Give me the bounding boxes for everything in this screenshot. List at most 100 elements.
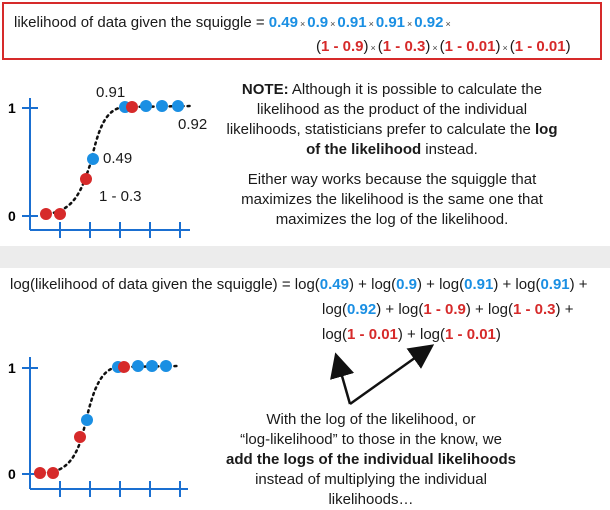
data-point-blue bbox=[156, 100, 168, 112]
blue-term: 0.9 bbox=[396, 276, 417, 293]
top-squiggle-plot: 1 0 bbox=[8, 98, 194, 238]
plus: + bbox=[381, 301, 399, 318]
log-close: ) bbox=[465, 301, 471, 318]
point-label-091: 0.91 bbox=[96, 84, 126, 101]
red-term: 1 - 0.01 bbox=[514, 38, 566, 55]
times-symbol: × bbox=[370, 43, 376, 53]
note-lead: NOTE: bbox=[241, 81, 289, 98]
bottom-note-bold-line: add the logs of the individual likelihoo… bbox=[225, 451, 517, 468]
data-point-red bbox=[80, 173, 92, 185]
arrow-up-left bbox=[330, 352, 355, 405]
times-symbol: × bbox=[299, 19, 306, 29]
data-point-red bbox=[34, 467, 46, 479]
times-symbol: × bbox=[368, 19, 374, 29]
plus: + bbox=[402, 326, 420, 343]
plus: + bbox=[354, 276, 372, 293]
blue-term: 0.91 bbox=[337, 14, 367, 31]
log-close: ) bbox=[416, 276, 422, 293]
data-point-blue bbox=[160, 360, 172, 372]
log-open: log( bbox=[398, 301, 424, 318]
note-text-a: Although it is possible to calculate the… bbox=[226, 81, 543, 138]
data-point-red bbox=[74, 431, 86, 443]
log-close: ) bbox=[493, 276, 499, 293]
data-point-blue bbox=[87, 153, 99, 165]
log-formula-line-1: log(likelihood of data given the squiggl… bbox=[10, 276, 588, 293]
bottom-note-line: With the log of the likelihood, or bbox=[266, 411, 476, 428]
blue-term: 0.91 bbox=[540, 276, 570, 293]
squiggle-curve bbox=[40, 104, 194, 216]
bottom-note-line: instead of multiplying the individual bbox=[255, 471, 487, 488]
log-open: log( bbox=[487, 301, 513, 318]
bottom-note-line: likelihoods… bbox=[328, 491, 414, 508]
note-text: NOTE: Although it is possible to calcula… bbox=[222, 80, 562, 240]
data-point-red bbox=[126, 101, 138, 113]
point-label-092: 0.92 bbox=[178, 116, 208, 133]
log-formula-prefix: log(likelihood of data given the squiggl… bbox=[10, 276, 295, 293]
bottom-note-line: “log-likelihood” to those in the know, w… bbox=[240, 431, 502, 448]
log-open: log( bbox=[322, 301, 348, 318]
bottom-squiggle-plot: 1 0 bbox=[8, 357, 188, 497]
data-point-red bbox=[47, 467, 59, 479]
log-open: log( bbox=[439, 276, 465, 293]
red-term: 1 - 0.9 bbox=[423, 301, 466, 318]
blue-term: 0.49 bbox=[268, 14, 298, 31]
plus: + bbox=[498, 276, 516, 293]
plus: + bbox=[421, 276, 440, 293]
y-tick-label-0: 0 bbox=[8, 466, 16, 482]
log-open: log( bbox=[322, 326, 348, 343]
times-symbol: × bbox=[407, 19, 413, 29]
times-symbol: × bbox=[445, 19, 451, 29]
point-label-1-minus-03: 1 - 0.3 bbox=[99, 188, 142, 205]
times-symbol: × bbox=[432, 43, 438, 53]
log-open: log( bbox=[420, 326, 446, 343]
data-point-red bbox=[40, 208, 52, 220]
log-close: ) bbox=[495, 326, 501, 343]
blue-term: 0.91 bbox=[375, 14, 406, 31]
y-tick-label-1: 1 bbox=[8, 100, 16, 116]
log-formula-line-3: log(1 - 0.01) + log(1 - 0.01) bbox=[322, 326, 501, 343]
blue-term: 0.92 bbox=[347, 301, 377, 318]
times-symbol: × bbox=[502, 43, 508, 53]
red-term: 1 - 0.01 bbox=[347, 326, 398, 343]
likelihood-formula-line-1: likelihood of data given the squiggle = … bbox=[14, 14, 453, 31]
point-label-049: 0.49 bbox=[103, 150, 133, 167]
pointer-arrows bbox=[330, 344, 435, 406]
blue-term: 0.92 bbox=[414, 14, 444, 31]
log-close: ) bbox=[376, 301, 382, 318]
red-term: 1 - 0.3 bbox=[513, 301, 556, 318]
bottom-note-text: With the log of the likelihood, or “log-… bbox=[206, 410, 536, 510]
log-open: log( bbox=[294, 276, 320, 293]
squiggle-curve bbox=[40, 364, 182, 475]
log-close: ) bbox=[555, 301, 561, 318]
y-tick-label-1: 1 bbox=[8, 360, 16, 376]
data-point-blue bbox=[146, 360, 158, 372]
log-close: ) bbox=[349, 276, 354, 293]
times-symbol: × bbox=[330, 19, 336, 29]
formula-prefix: likelihood of data given the squiggle = bbox=[14, 14, 269, 31]
data-point-blue bbox=[140, 100, 152, 112]
log-open: log( bbox=[515, 276, 541, 293]
blue-term: 0.49 bbox=[319, 276, 349, 293]
data-point-blue bbox=[132, 360, 144, 372]
log-formula-line-2: log(0.92) + log(1 - 0.9) + log(1 - 0.3) … bbox=[322, 301, 573, 318]
data-point-blue bbox=[81, 414, 93, 426]
log-close: ) bbox=[569, 276, 575, 293]
red-term: 1 - 0.01 bbox=[445, 326, 496, 343]
likelihood-formula-line-2: (1 - 0.9) × (1 - 0.3) × (1 - 0.01) × (1 - 0.01… bbox=[316, 38, 571, 55]
section-divider bbox=[0, 246, 610, 268]
data-point-blue bbox=[172, 100, 184, 112]
blue-term: 0.9 bbox=[307, 14, 329, 31]
note-paragraph-2: Either way works because the squiggle th… bbox=[241, 171, 543, 228]
data-point-red bbox=[118, 361, 130, 373]
data-point-red bbox=[54, 208, 66, 220]
note-paragraph-1: NOTE: Although it is possible to calcula… bbox=[222, 80, 562, 160]
red-term: 1 - 0.9 bbox=[321, 38, 364, 55]
log-open: log( bbox=[371, 276, 397, 293]
x-ticks bbox=[59, 481, 181, 497]
arrow-up-right bbox=[349, 344, 435, 406]
blue-term: 0.91 bbox=[464, 276, 494, 293]
plus: + bbox=[574, 276, 588, 293]
red-term: 1 - 0.01 bbox=[444, 38, 496, 55]
red-term: 1 - 0.3 bbox=[382, 38, 426, 55]
log-close: ) bbox=[397, 326, 403, 343]
